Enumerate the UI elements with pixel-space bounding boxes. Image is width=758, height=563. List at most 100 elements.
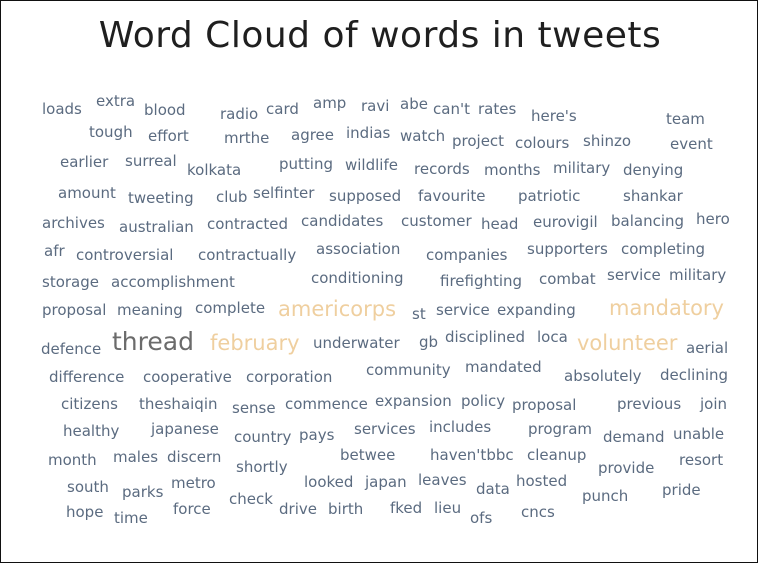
word-balancing: balancing (611, 212, 685, 230)
page-title: Word Cloud of words in tweets (98, 15, 662, 56)
word-country: country (234, 428, 292, 446)
word-mandated: mandated (465, 358, 542, 376)
word-controversial: controversial (76, 246, 174, 264)
word-month: month (48, 451, 97, 469)
word-wildlife: wildlife (345, 156, 398, 174)
word-shankar: shankar (623, 187, 683, 205)
word-discern: discern (167, 448, 222, 466)
word-colours: colours (515, 134, 570, 152)
word-looked: looked (304, 473, 354, 491)
word-eurovigil: eurovigil (533, 213, 598, 231)
word-military1: military (553, 159, 611, 177)
word-proposal1: proposal (42, 301, 107, 319)
word-meaning: meaning (117, 301, 183, 319)
word-pride: pride (662, 481, 701, 499)
word-rates: rates (478, 100, 517, 118)
word-join: join (700, 395, 728, 413)
word-includes: includes (429, 418, 492, 436)
word-disciplined: disciplined (445, 328, 526, 346)
word-contracted: contracted (207, 215, 289, 233)
word-gb: gb (419, 333, 439, 351)
word-provide: provide (598, 459, 655, 477)
word-haventbbc: haven'tbbc (430, 446, 514, 464)
word-selfinter: selfinter (253, 184, 315, 202)
word-declining: declining (660, 366, 729, 384)
word-demand: demand (603, 428, 665, 446)
word-customer: customer (401, 212, 472, 230)
word-corporation: corporation (246, 368, 333, 386)
word-storage: storage (42, 273, 99, 291)
word-military2: military (669, 266, 727, 284)
word-expansion: expansion (375, 392, 452, 410)
word-extra: extra (96, 92, 136, 110)
word-ravi: ravi (361, 97, 390, 115)
word-absolutely: absolutely (564, 367, 642, 385)
word-complete: complete (195, 299, 266, 317)
word-commence: commence (285, 395, 368, 413)
word-resort: resort (679, 451, 724, 469)
word-cant: can't (433, 100, 470, 118)
word-force: force (173, 500, 211, 518)
word-shortly: shortly (236, 458, 288, 476)
word-supposed: supposed (329, 187, 402, 205)
word-birth: birth (328, 500, 364, 518)
word-amp: amp (313, 94, 347, 112)
word-favourite: favourite (418, 187, 486, 205)
word-underwater: underwater (313, 334, 400, 352)
word-community: community (366, 361, 451, 379)
word-patriotic: patriotic (518, 187, 581, 205)
word-cooperative: cooperative (143, 368, 232, 386)
word-lieu: lieu (434, 499, 462, 517)
word-volunteer: volunteer (577, 331, 678, 355)
word-contractually: contractually (198, 246, 297, 264)
word-services: services (354, 420, 416, 438)
word-blood: blood (144, 101, 186, 119)
word-putting: putting (279, 155, 333, 173)
word-tough: tough (89, 123, 133, 141)
word-club: club (216, 188, 248, 206)
word-aerial: aerial (686, 339, 729, 357)
word-cncs: cncs (521, 503, 555, 521)
word-theshaiqin: theshaiqin (139, 395, 218, 413)
word-conditioning: conditioning (311, 269, 404, 287)
word-proposal2: proposal (512, 396, 577, 414)
word-japan: japan (365, 473, 407, 491)
word-tweeting: tweeting (128, 189, 194, 207)
word-team: team (666, 110, 705, 128)
word-leaves: leaves (418, 471, 467, 489)
word-records: records (414, 160, 470, 178)
word-citizens: citizens (61, 395, 118, 413)
word-metro: metro (171, 474, 216, 492)
word-mrthe: mrthe (224, 129, 270, 147)
word-expanding: expanding (497, 301, 576, 319)
word-amount: amount (58, 184, 116, 202)
word-previous: previous (617, 395, 682, 413)
word-february: february (210, 331, 300, 355)
word-ofs: ofs (470, 509, 493, 527)
word-denying: denying (623, 161, 684, 179)
word-south: south (67, 478, 109, 496)
word-punch: punch (582, 487, 629, 505)
word-males: males (113, 448, 159, 466)
word-time: time (114, 509, 148, 527)
word-loads: loads (42, 100, 82, 118)
word-hope: hope (66, 503, 104, 521)
word-firefighting: firefighting (440, 272, 523, 290)
word-thread: thread (112, 327, 194, 356)
word-japanese: japanese (151, 420, 219, 438)
word-pays: pays (299, 426, 335, 444)
word-service1: service (607, 266, 661, 284)
word-australian: australian (119, 218, 194, 236)
word-hero: hero (696, 210, 730, 228)
word-project: project (452, 132, 505, 150)
word-candidates: candidates (301, 212, 384, 230)
word-afr: afr (44, 242, 65, 260)
word-st: st (412, 305, 426, 323)
word-surreal: surreal (125, 152, 177, 170)
word-abe: abe (400, 95, 428, 113)
word-healthy: healthy (63, 422, 120, 440)
word-policy: policy (461, 392, 506, 410)
word-parks: parks (122, 483, 164, 501)
word-americorps: americorps (278, 297, 397, 321)
